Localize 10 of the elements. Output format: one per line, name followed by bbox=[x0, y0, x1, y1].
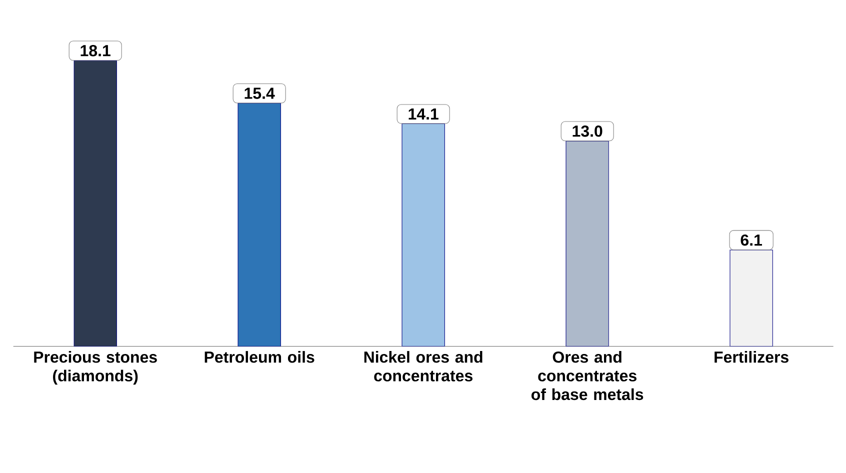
data-label: 18.1 bbox=[80, 45, 110, 56]
x-tick-label: Ores and concentrates of base metals bbox=[532, 351, 644, 400]
x-tick-label: Fertilizers bbox=[714, 351, 788, 363]
x-tick-label: Petroleum oils bbox=[204, 351, 314, 363]
x-tick-label: Nickel ores and concentrates bbox=[364, 351, 482, 382]
x-tick-label: Precious stones (diamonds) bbox=[34, 351, 157, 385]
data-label: 15.4 bbox=[244, 88, 275, 99]
data-label: 14.1 bbox=[408, 108, 438, 120]
data-label: 13.0 bbox=[572, 126, 602, 137]
data-label: 6.1 bbox=[740, 234, 762, 246]
